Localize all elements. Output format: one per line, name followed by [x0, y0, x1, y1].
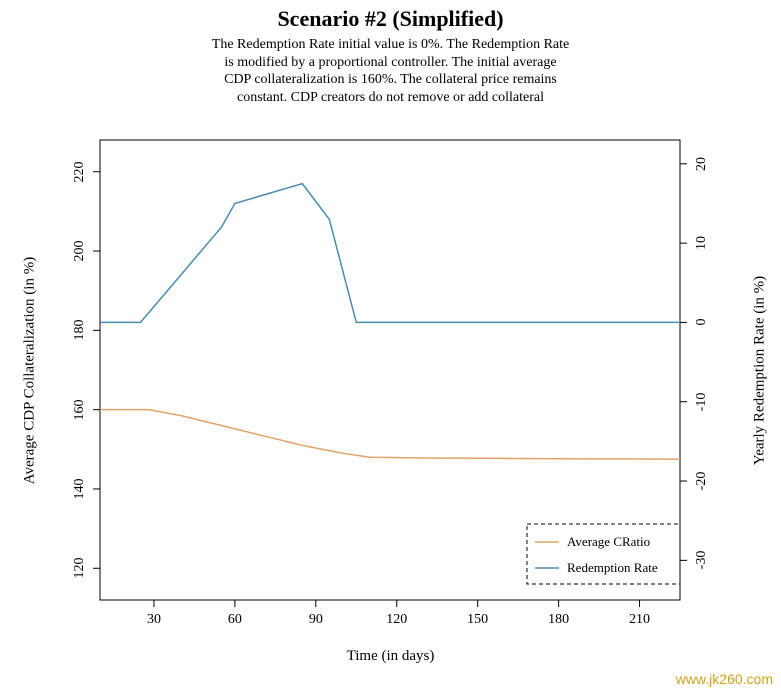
x-tick-label: 210 — [625, 612, 655, 628]
y-right-tick-label: -20 — [694, 461, 710, 501]
y-left-tick-label: 220 — [72, 152, 88, 192]
y-left-tick-label: 120 — [72, 548, 88, 588]
x-tick-label: 150 — [463, 612, 493, 628]
y-left-tick-label: 200 — [72, 231, 88, 271]
watermark: www.jk260.com — [676, 671, 773, 687]
y-right-tick-label: 0 — [694, 302, 710, 342]
x-tick-label: 90 — [301, 612, 331, 628]
y-right-tick-label: 10 — [694, 223, 710, 263]
x-tick-label: 120 — [382, 612, 412, 628]
x-tick-label: 60 — [220, 612, 250, 628]
series-line — [100, 184, 680, 323]
x-tick-label: 180 — [544, 612, 574, 628]
legend-box — [527, 524, 680, 584]
y-right-tick-label: 20 — [694, 144, 710, 184]
legend-label: Redemption Rate — [567, 560, 658, 575]
series-line — [100, 410, 680, 460]
y-left-tick-label: 180 — [72, 310, 88, 350]
y-left-tick-label: 160 — [72, 390, 88, 430]
y-right-tick-label: -10 — [694, 382, 710, 422]
y-left-tick-label: 140 — [72, 469, 88, 509]
chart-plot: Average CRatio Redemption Rate — [0, 0, 781, 693]
legend-label: Average CRatio — [567, 534, 650, 549]
y-right-tick-label: -30 — [694, 540, 710, 580]
x-tick-label: 30 — [139, 612, 169, 628]
